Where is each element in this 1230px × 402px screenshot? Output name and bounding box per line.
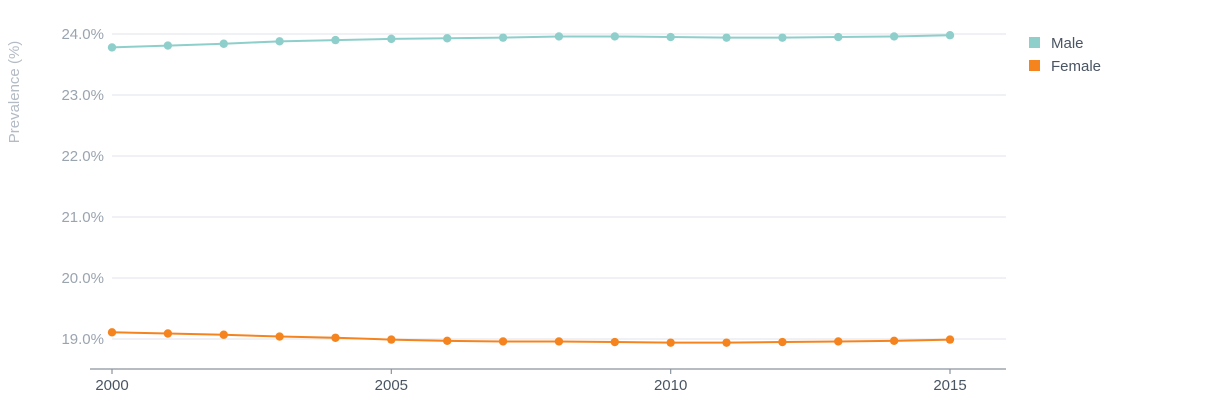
data-point[interactable] [498,337,508,346]
data-point[interactable] [778,337,787,347]
data-point[interactable] [219,330,228,339]
y-tick-label: 22.0% [61,148,104,165]
y-tick-label: 24.0% [61,26,104,43]
legend-swatch [1029,60,1040,71]
data-point[interactable] [219,39,228,48]
data-point[interactable] [834,32,843,42]
data-point[interactable] [163,329,173,338]
legend-label[interactable]: Female [1051,58,1101,75]
data-point[interactable] [331,35,340,45]
series-layer [107,31,955,347]
grid-layer [112,33,1006,340]
data-point[interactable] [387,34,396,44]
data-point[interactable] [889,32,899,41]
series-line [111,34,951,49]
data-point[interactable] [945,335,955,344]
data-point[interactable] [722,338,731,347]
x-tick-label: 2000 [95,377,128,394]
data-point[interactable] [498,33,508,42]
data-point[interactable] [275,37,284,46]
data-point[interactable] [778,33,787,42]
data-point[interactable] [610,337,619,347]
legend-label[interactable]: Male [1051,35,1084,52]
data-point[interactable] [107,43,117,52]
legend-swatch [1029,37,1040,48]
data-point[interactable] [889,336,899,346]
data-point[interactable] [945,31,955,40]
data-point[interactable] [666,338,675,347]
data-point[interactable] [387,335,396,344]
data-point[interactable] [443,34,452,43]
y-tick-label: 19.0% [61,331,104,348]
data-point[interactable] [331,333,340,342]
data-point[interactable] [554,337,564,346]
series-1 [107,328,955,347]
x-tick-label: 2005 [375,377,408,394]
data-point[interactable] [554,32,564,41]
data-point[interactable] [610,32,619,41]
y-axis-label: Prevalence (%) [6,41,23,144]
y-tick-label: 21.0% [61,209,104,226]
data-point[interactable] [722,33,731,42]
x-tick-label: 2010 [654,377,687,394]
data-point[interactable] [666,32,675,42]
y-tick-label: 23.0% [61,87,104,104]
axis-layer: 19.0% 20.0% 21.0% 22.0% 23.0% 24.0% 2000 2005 20… [61,26,1006,394]
data-point[interactable] [275,332,284,341]
data-point[interactable] [107,328,117,337]
series-0 [107,31,955,52]
y-tick-label: 20.0% [61,270,104,287]
x-tick-label: 2015 [933,377,966,394]
data-point[interactable] [443,336,452,346]
legend: Male Female [1029,35,1101,75]
series-line [111,331,951,344]
data-point[interactable] [834,337,843,346]
data-point[interactable] [163,41,173,50]
